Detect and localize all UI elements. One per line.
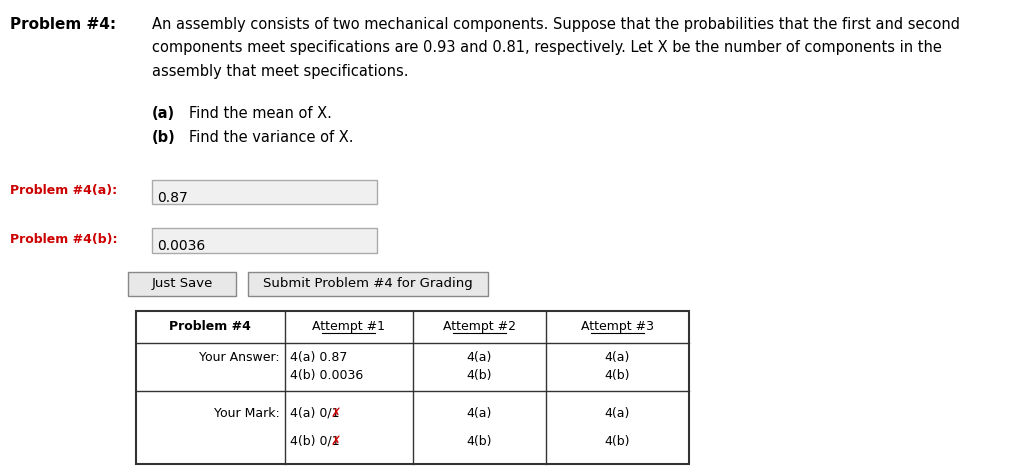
FancyBboxPatch shape [152, 180, 377, 204]
Text: ✗: ✗ [331, 407, 341, 420]
Text: Just Save: Just Save [152, 277, 213, 290]
Text: 0.87: 0.87 [157, 191, 187, 205]
Text: Problem #4(b):: Problem #4(b): [10, 233, 118, 245]
Text: 4(b): 4(b) [605, 435, 630, 447]
Text: 4(a) 0.87: 4(a) 0.87 [290, 351, 347, 364]
Text: (a): (a) [152, 106, 175, 122]
Text: Attempt #3: Attempt #3 [581, 320, 654, 333]
Text: Problem #4: Problem #4 [170, 320, 251, 333]
Text: 4(b) 0/1: 4(b) 0/1 [290, 435, 339, 447]
Text: Attempt #1: Attempt #1 [312, 320, 385, 333]
FancyBboxPatch shape [248, 272, 488, 296]
Text: Attempt #2: Attempt #2 [442, 320, 516, 333]
Text: 4(b): 4(b) [467, 435, 492, 447]
Text: Find the variance of X.: Find the variance of X. [189, 130, 354, 145]
FancyBboxPatch shape [136, 311, 689, 464]
Text: 4(a) 0/1: 4(a) 0/1 [290, 407, 339, 420]
Text: Your Mark:: Your Mark: [214, 407, 280, 420]
Text: An assembly consists of two mechanical components. Suppose that the probabilitie: An assembly consists of two mechanical c… [152, 17, 959, 32]
Text: Problem #4(a):: Problem #4(a): [10, 184, 118, 197]
Text: Problem #4:: Problem #4: [10, 17, 117, 32]
Text: components meet specifications are 0.93 and 0.81, respectively. Let X be the num: components meet specifications are 0.93 … [152, 40, 941, 55]
Text: 0.0036: 0.0036 [157, 239, 205, 253]
Text: 4(a): 4(a) [467, 351, 492, 364]
Text: assembly that meet specifications.: assembly that meet specifications. [152, 64, 408, 79]
Text: Submit Problem #4 for Grading: Submit Problem #4 for Grading [263, 277, 472, 290]
Text: 4(b): 4(b) [467, 369, 492, 382]
Text: 4(a): 4(a) [467, 407, 492, 420]
Text: (b): (b) [152, 130, 175, 145]
Text: 4(a): 4(a) [605, 407, 630, 420]
Text: 4(a): 4(a) [605, 351, 630, 364]
Text: Find the mean of X.: Find the mean of X. [189, 106, 333, 122]
Text: Your Answer:: Your Answer: [199, 351, 280, 364]
Text: ✗: ✗ [331, 435, 341, 447]
Text: 4(b) 0.0036: 4(b) 0.0036 [290, 369, 364, 382]
FancyBboxPatch shape [128, 272, 236, 296]
Text: 4(b): 4(b) [605, 369, 630, 382]
FancyBboxPatch shape [152, 228, 377, 253]
